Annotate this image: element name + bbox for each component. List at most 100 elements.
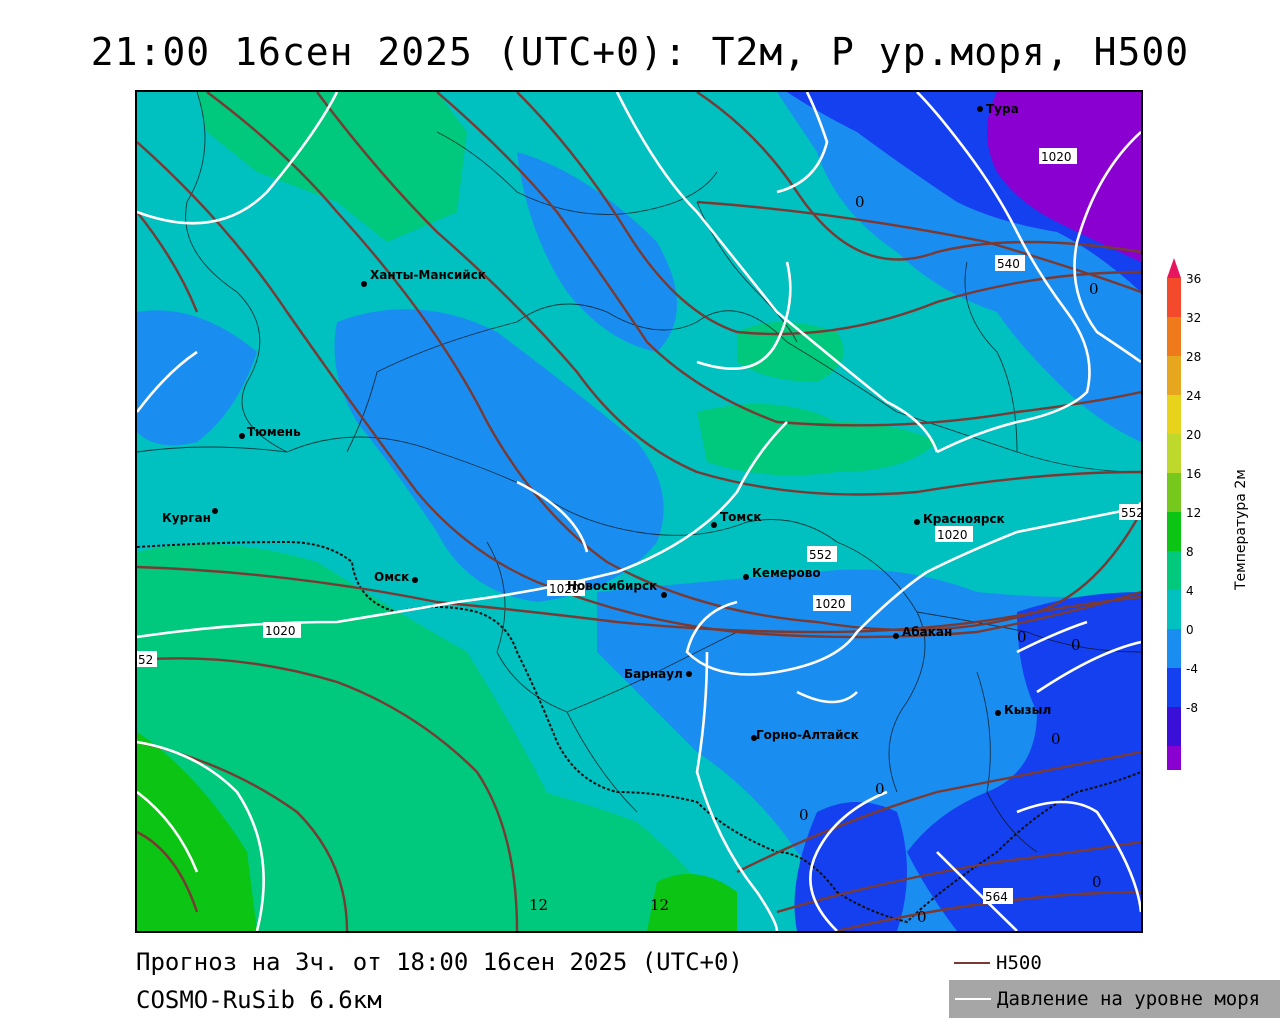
city-kurgan[interactable]: Курган bbox=[162, 508, 218, 525]
colorbar-segment bbox=[1167, 473, 1181, 513]
temperature-contour-labels: 0 0 0 0 0 0 0 0 0 12 12 bbox=[529, 193, 1102, 926]
city-gorno-altaysk[interactable]: Горно-Алтайск bbox=[751, 728, 859, 742]
colorbar-tick-label: 20 bbox=[1186, 428, 1201, 442]
forecast-map[interactable]: 1020 1020 1020 1020 1020 540 552 552 52 … bbox=[135, 90, 1143, 933]
legend-h500: Н500 bbox=[954, 952, 1042, 974]
city-label: Тура bbox=[986, 102, 1019, 116]
city-krasnoyarsk[interactable]: Красноярск bbox=[914, 512, 1005, 526]
temp-band-12-16 bbox=[647, 874, 737, 931]
colorbar-segment bbox=[1167, 356, 1181, 396]
colorbar-segment bbox=[1167, 317, 1181, 357]
forecast-info: Прогноз на 3ч. от 18:00 16сен 2025 (UTC+… bbox=[136, 948, 743, 976]
temp-band-8-12 bbox=[737, 322, 844, 382]
city-kyzyl[interactable]: Кызыл bbox=[995, 703, 1051, 717]
colorbar-segment bbox=[1167, 512, 1181, 552]
colorbar-tick-label: 28 bbox=[1186, 350, 1201, 364]
temp-contour-label: 0 bbox=[1071, 636, 1081, 654]
model-name: COSMO-RuSib 6.6км bbox=[136, 986, 382, 1014]
city-tura[interactable]: Тура bbox=[977, 102, 1019, 116]
h500-label: 52 bbox=[138, 653, 153, 667]
city-tyumen[interactable]: Тюмень bbox=[239, 425, 301, 439]
colorbar-top-arrow bbox=[1167, 258, 1181, 278]
h500-label: 564 bbox=[985, 890, 1008, 904]
colorbar-tick-label: 36 bbox=[1186, 272, 1201, 286]
legend-slp: Давление на уровне моря bbox=[949, 980, 1280, 1018]
legend-slp-line bbox=[955, 998, 991, 1000]
city-label: Барнаул bbox=[624, 667, 683, 681]
colorbar-segment bbox=[1167, 746, 1181, 786]
map-canvas: 1020 1020 1020 1020 1020 540 552 552 52 … bbox=[137, 92, 1141, 931]
colorbar-title: Температура 2м bbox=[1233, 469, 1249, 590]
h500-labels: 540 552 552 52 564 bbox=[137, 255, 1141, 904]
temp-band-0-4 bbox=[334, 309, 664, 602]
temp-contour-label: 0 bbox=[855, 193, 865, 211]
temp-band-0-4 bbox=[517, 152, 677, 352]
slp-isobars bbox=[137, 92, 1141, 931]
isobar-label: 1020 bbox=[549, 582, 580, 596]
map-title: 21:00 16сен 2025 (UTC+0): T2м, Р ур.моря… bbox=[90, 30, 1190, 74]
colorbar-tick-label: -4 bbox=[1186, 662, 1198, 676]
temp-band-minus8-minus4 bbox=[987, 92, 1141, 262]
temp-band-8-12 bbox=[137, 544, 571, 931]
city-label: Ханты-Мансийск bbox=[370, 268, 486, 282]
colorbar-segment bbox=[1167, 551, 1181, 591]
legend-slp-label: Давление на уровне моря bbox=[997, 988, 1261, 1010]
city-label: Курган bbox=[162, 511, 211, 525]
city-khanty-mansiysk[interactable]: Ханты-Мансийск bbox=[361, 268, 486, 287]
temp-contour-label: 0 bbox=[1092, 873, 1102, 891]
colorbar-tick-label: 0 bbox=[1186, 623, 1194, 637]
temp-contour-label: 0 bbox=[1089, 280, 1099, 298]
legend-h500-label: Н500 bbox=[996, 952, 1042, 974]
isobar-label: 1020 bbox=[815, 597, 846, 611]
legend-h500-line bbox=[954, 962, 990, 964]
isobar-label: 1020 bbox=[937, 528, 968, 542]
colorbar-tick-label: 8 bbox=[1186, 545, 1194, 559]
h500-label: 552 bbox=[1121, 506, 1141, 520]
city-label: Томск bbox=[720, 510, 762, 524]
state-border bbox=[137, 540, 1141, 924]
temperature-colorbar: 36 32 28 24 20 16 12 8 4 0 -4 -8 bbox=[1160, 258, 1280, 805]
colorbar-segment bbox=[1167, 395, 1181, 435]
city-kemerovo[interactable]: Кемерово bbox=[743, 566, 821, 580]
temp-contour-label: 0 bbox=[917, 908, 927, 926]
cities: Тура Ханты-Мансийск Тюмень Курган Омск Н… bbox=[162, 102, 1051, 742]
city-label: Омск bbox=[374, 570, 409, 584]
city-label: Кемерово bbox=[752, 566, 821, 580]
temp-band-8-12 bbox=[197, 92, 467, 242]
city-barnaul[interactable]: Барнаул bbox=[624, 667, 692, 681]
temp-contour-label: 12 bbox=[650, 896, 669, 914]
colorbar-segment bbox=[1167, 668, 1181, 708]
city-tomsk[interactable]: Томск bbox=[711, 510, 762, 528]
temp-contour-label: 0 bbox=[1017, 628, 1027, 646]
temp-contour-label: 12 bbox=[529, 896, 548, 914]
temp-contour-label: 0 bbox=[799, 806, 809, 824]
temp-contour-label: 0 bbox=[875, 780, 885, 798]
colorbar-tick-label: -8 bbox=[1186, 701, 1198, 715]
h500-label: 540 bbox=[997, 257, 1020, 271]
city-label: Тюмень bbox=[247, 425, 301, 439]
colorbar-svg: 36 32 28 24 20 16 12 8 4 0 -4 -8 bbox=[1167, 258, 1201, 805]
city-omsk[interactable]: Омск bbox=[374, 570, 418, 584]
isobar-label: 1020 bbox=[1041, 150, 1072, 164]
isobar-label: 1020 bbox=[265, 624, 296, 638]
colorbar-segment bbox=[1167, 707, 1181, 747]
city-label: Кызыл bbox=[1004, 703, 1051, 717]
temp-band-0-4 bbox=[137, 310, 257, 446]
colorbar-segment bbox=[1167, 278, 1181, 318]
temp-band-minus4-0 bbox=[907, 592, 1141, 931]
colorbar-segment bbox=[1167, 434, 1181, 474]
temp-contour-label: 0 bbox=[1051, 730, 1061, 748]
colorbar-segment bbox=[1167, 629, 1181, 669]
colorbar-tick-label: 16 bbox=[1186, 467, 1201, 481]
city-label: Абакан bbox=[902, 625, 952, 639]
colorbar-tick-label: 4 bbox=[1186, 584, 1194, 598]
city-label: Горно-Алтайск bbox=[756, 728, 859, 742]
h500-contours bbox=[137, 92, 1141, 931]
city-abakan[interactable]: Абакан bbox=[893, 625, 952, 639]
temp-band-12-16 bbox=[137, 732, 257, 931]
colorbar-tick-label: 24 bbox=[1186, 389, 1201, 403]
colorbar-tick-label: 12 bbox=[1186, 506, 1201, 520]
h500-label: 552 bbox=[809, 548, 832, 562]
city-novosibirsk[interactable]: Новосибирск bbox=[567, 579, 667, 598]
colorbar-tick-label: 32 bbox=[1186, 311, 1201, 325]
